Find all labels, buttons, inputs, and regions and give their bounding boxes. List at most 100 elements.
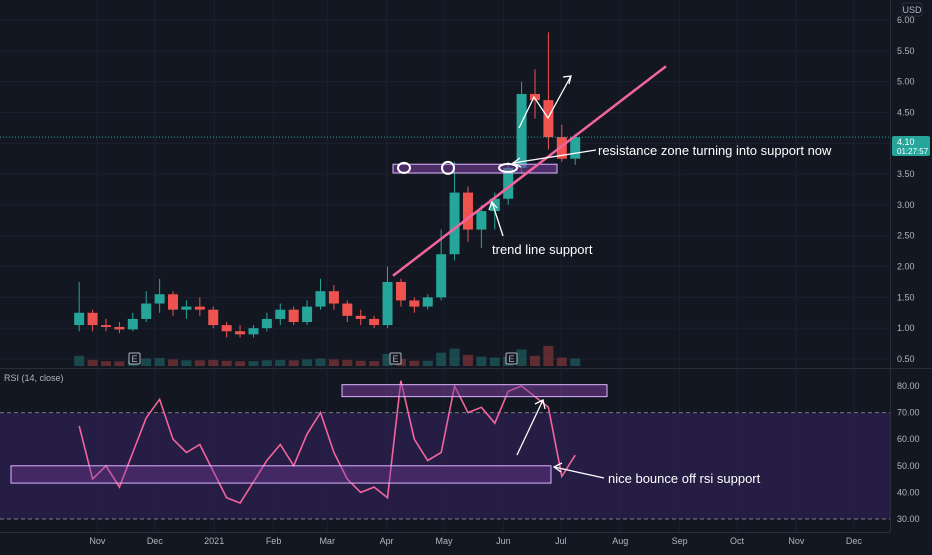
candle-body	[422, 297, 433, 307]
candle-body	[476, 211, 487, 230]
candle-body	[181, 306, 192, 310]
volume-bar	[141, 358, 152, 366]
rsi-pointer-arrow	[553, 466, 605, 479]
rsi-tick-label: 80.00	[897, 381, 920, 391]
candle-body	[288, 309, 299, 323]
candle-body	[328, 291, 339, 304]
earnings-e-icon[interactable]: E	[505, 352, 518, 365]
rsi-tick-label: 30.00	[897, 514, 920, 524]
y-tick-label: 2.50	[897, 231, 915, 241]
price-axis[interactable]: 0.501.001.502.002.503.003.504.004.505.00…	[897, 15, 915, 364]
zone-circle	[397, 161, 411, 174]
y-tick-label: 1.50	[897, 292, 915, 302]
rsi-projection-arrow	[516, 399, 544, 456]
x-tick-label: Aug	[612, 536, 628, 546]
trend-pointer-arrowhead	[488, 200, 498, 211]
volume-bar	[288, 360, 299, 366]
volume-bar	[208, 359, 219, 366]
candle-body	[74, 312, 85, 326]
x-tick-label: Jul	[555, 536, 567, 546]
candle-body	[194, 306, 205, 310]
volume-bar	[275, 359, 286, 366]
volume-bar	[248, 361, 259, 366]
volume-bar	[436, 352, 447, 366]
candle-body	[516, 93, 527, 168]
volume-bar	[462, 354, 473, 366]
volume-bar	[369, 361, 380, 366]
candle-body	[100, 325, 111, 327]
rsi-tick-label: 40.00	[897, 487, 920, 497]
candle-body	[395, 281, 406, 301]
zone-pointer-arrowhead	[511, 157, 522, 168]
candle-body	[114, 326, 125, 330]
rsi-pointer-arrowhead	[552, 462, 563, 473]
volume-bar	[261, 360, 272, 366]
x-tick-label: Dec	[147, 536, 164, 546]
volume-bar	[543, 345, 554, 366]
x-tick-label: Nov	[788, 536, 805, 546]
zone-pointer-arrow	[512, 149, 597, 164]
x-tick-label: Feb	[266, 536, 282, 546]
volume-bar	[74, 355, 85, 366]
rsi-tick-label: 70.00	[897, 408, 920, 418]
trend-pointer-arrow	[491, 201, 504, 237]
y-tick-label: 3.50	[897, 169, 915, 179]
x-tick-label: Dec	[846, 536, 863, 546]
candle-body	[302, 306, 313, 323]
x-tick-label: May	[436, 536, 454, 546]
currency-badge[interactable]	[901, 2, 923, 17]
earnings-e-icon[interactable]: E	[128, 352, 141, 365]
price-pane[interactable]	[0, 0, 890, 368]
candle-body	[436, 254, 447, 298]
annotation-trend: trend line support	[492, 242, 593, 257]
last-price-value: 4.10	[897, 137, 915, 147]
earnings-e-icon[interactable]: E	[389, 352, 402, 365]
candle-body	[235, 331, 246, 335]
candle-body	[382, 281, 393, 326]
annotation-resistance: resistance zone turning into support now	[598, 143, 832, 158]
rsi-support-box	[10, 465, 552, 484]
candle-body	[261, 318, 272, 329]
y-tick-label: 0.50	[897, 354, 915, 364]
candle-body	[168, 294, 179, 310]
x-tick-label: Sep	[672, 536, 688, 546]
rsi-line	[78, 380, 576, 504]
annotation-rsi: nice bounce off rsi support	[608, 471, 761, 486]
candle-body	[342, 303, 353, 316]
y-tick-label: 3.00	[897, 200, 915, 210]
volume-bar	[516, 349, 527, 366]
candle-body	[570, 137, 581, 159]
volume-bar	[355, 360, 366, 366]
rsi-axis[interactable]: 30.00 40.00 50.00 60.00 70.00 80.00	[897, 381, 920, 524]
candle-body	[462, 192, 473, 230]
last-price-tag[interactable]	[892, 136, 930, 156]
earnings-marker-3: E	[508, 354, 514, 364]
bar-countdown: 01:27:57	[897, 147, 929, 156]
volume-bar	[168, 359, 179, 366]
volume-bar	[154, 358, 165, 366]
y-tick-label: 5.50	[897, 46, 915, 56]
candle-body	[503, 167, 514, 199]
candles-group	[74, 32, 581, 338]
currency-label: USD	[902, 5, 922, 15]
volume-bar	[449, 348, 460, 366]
x-tick-label: 2021	[204, 536, 224, 546]
volume-bar	[221, 360, 232, 366]
candle-body	[221, 325, 232, 332]
time-axis[interactable]: Nov Dec 2021 Feb Mar Apr May Jun Jul Aug Sep Oct Nov…	[89, 536, 862, 546]
zone-circle	[441, 160, 455, 175]
candle-body	[141, 303, 152, 319]
volume-bar	[342, 359, 353, 366]
y-tick-label: 5.00	[897, 77, 915, 87]
candle-body	[154, 294, 165, 304]
candle-body	[449, 192, 460, 255]
y-tick-label: 6.00	[897, 15, 915, 25]
volume-bar	[100, 361, 111, 366]
x-tick-label: Apr	[380, 536, 394, 546]
candle-body	[87, 312, 98, 326]
volume-bar	[87, 359, 98, 366]
candle-body	[315, 291, 326, 307]
rsi-indicator-label[interactable]: RSI (14, close)	[4, 373, 64, 383]
